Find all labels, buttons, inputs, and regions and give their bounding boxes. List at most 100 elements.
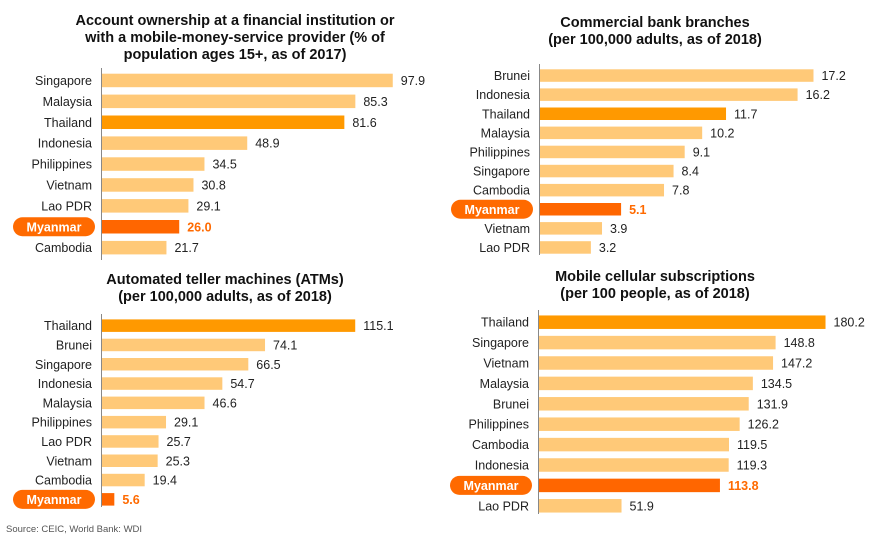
chart-mobile-subscriptions: Mobile cellular subscriptions (per 100 p…	[435, 262, 870, 524]
data-label: 48.9	[255, 137, 279, 151]
category-label: Thailand	[44, 116, 92, 130]
bar-row-vietnam: Vietnam 30.8	[46, 178, 226, 192]
category-label: Myanmar	[464, 479, 519, 493]
data-label: 115.1	[363, 319, 393, 333]
title-line: population ages 15+, as of 2017)	[123, 47, 347, 63]
category-label: Singapore	[35, 358, 92, 372]
data-label: 119.3	[737, 459, 767, 473]
bar-row-indonesia: Indonesia 48.9	[38, 136, 280, 151]
data-label: 66.5	[256, 358, 280, 372]
data-label: 29.1	[196, 199, 220, 213]
category-label: Brunei	[494, 69, 530, 83]
category-label: Lao PDR	[478, 499, 529, 513]
bar-row-cambodia: Cambodia 7.8	[473, 184, 689, 198]
title-line: (per 100,000 adults, as of 2018)	[118, 289, 332, 305]
bar-row-malaysia: Malaysia 46.6	[43, 396, 237, 410]
bar-row-indonesia: Indonesia 119.3	[475, 458, 767, 473]
source-note: Source: CEIC, World Bank: WDI	[6, 524, 143, 535]
category-label: Indonesia	[38, 377, 92, 391]
bar-row-vietnam: Vietnam 3.9	[484, 222, 627, 236]
bar	[539, 376, 753, 391]
category-label: Brunei	[56, 338, 92, 352]
bar-row-brunei: Brunei 74.1	[56, 338, 298, 352]
data-label: 147.2	[781, 357, 812, 371]
bar-row-vietnam: Vietnam 147.2	[483, 356, 812, 371]
bar	[102, 94, 356, 109]
data-label: 131.9	[757, 397, 788, 411]
bar	[539, 499, 622, 513]
data-label: 3.9	[610, 222, 627, 236]
data-label: 29.1	[174, 416, 198, 430]
bar	[539, 315, 826, 329]
data-label: 25.3	[166, 454, 190, 468]
data-label: 119.5	[737, 438, 767, 452]
bar-row-malaysia: Malaysia 10.2	[481, 126, 735, 140]
bar-row-cambodia: Cambodia 19.4	[35, 474, 177, 488]
highlight-pill	[450, 475, 532, 495]
bar-row-lao-pdr: Lao PDR 25.7	[41, 435, 191, 449]
chart-account-ownership: Account ownership at a financial institu…	[0, 0, 435, 262]
data-label: 180.2	[834, 316, 865, 330]
bar-row-brunei: Brunei 17.2	[494, 69, 846, 83]
chart-title: Commercial bank branches (per 100,000 ad…	[505, 15, 805, 49]
data-label: 5.6	[122, 493, 139, 507]
category-label: Singapore	[473, 165, 530, 179]
data-label: 25.7	[167, 435, 191, 449]
bar	[102, 435, 159, 448]
bar	[540, 126, 703, 140]
bar	[539, 397, 749, 411]
bar	[539, 478, 720, 493]
category-label: Philippines	[470, 145, 530, 159]
title-line: with a mobile-money-service provider (% …	[85, 30, 385, 46]
bar	[102, 199, 189, 213]
category-label: Philippines	[32, 158, 92, 172]
data-label: 3.2	[599, 241, 616, 255]
category-label: Vietnam	[46, 454, 92, 468]
data-label: 46.6	[213, 396, 237, 410]
bar-row-cambodia: Cambodia 21.7	[35, 240, 199, 255]
data-label: 11.7	[734, 107, 757, 121]
chart-title: Automated teller machines (ATMs) (per 10…	[60, 272, 390, 306]
bar-row-thailand: Thailand 81.6	[44, 115, 377, 130]
bar	[102, 178, 194, 192]
category-label: Myanmar	[465, 203, 520, 217]
data-label: 19.4	[153, 474, 177, 488]
chart-title: Account ownership at a financial institu…	[60, 13, 410, 64]
bar-row-philippines: Philippines 9.1	[470, 145, 711, 159]
bar	[540, 203, 622, 216]
data-label: 30.8	[201, 178, 225, 192]
category-label: Vietnam	[483, 357, 529, 371]
bar	[102, 396, 205, 410]
bar	[102, 358, 249, 371]
title-line: (per 100,000 adults, as of 2018)	[548, 32, 762, 48]
bar	[540, 183, 665, 197]
bar-row-myanmar: Myanmar 5.6	[13, 489, 140, 509]
category-label: Lao PDR	[41, 435, 92, 449]
bar-row-myanmar: Myanmar 113.8	[450, 475, 759, 495]
chart-plot: Thailand 180.2 Singapore 148.8 Vietnam 147.2 M…	[450, 310, 865, 514]
bar	[102, 73, 393, 88]
category-label: Vietnam	[484, 222, 530, 236]
bar-row-philippines: Philippines 34.5	[32, 157, 237, 172]
category-label: Indonesia	[475, 459, 529, 473]
category-label: Malaysia	[43, 95, 92, 109]
data-label: 5.1	[629, 203, 646, 217]
bar-row-lao-pdr: Lao PDR 51.9	[478, 499, 654, 513]
data-label: 34.5	[212, 158, 236, 172]
category-label: Lao PDR	[479, 241, 530, 255]
bar	[540, 241, 591, 254]
bar	[102, 220, 180, 234]
bar-row-thailand: Thailand 180.2	[481, 315, 865, 330]
bar	[539, 437, 730, 452]
chart-title: Mobile cellular subscriptions (per 100 p…	[505, 269, 805, 303]
title-line: Mobile cellular subscriptions	[555, 269, 755, 285]
bar-row-thailand: Thailand 11.7	[482, 107, 757, 121]
highlight-pill	[13, 217, 95, 237]
bar	[102, 319, 356, 332]
bar-row-vietnam: Vietnam 25.3	[46, 454, 190, 468]
data-label: 134.5	[761, 377, 792, 391]
bar	[540, 107, 727, 120]
bar	[540, 145, 685, 159]
data-label: 7.8	[672, 184, 689, 198]
